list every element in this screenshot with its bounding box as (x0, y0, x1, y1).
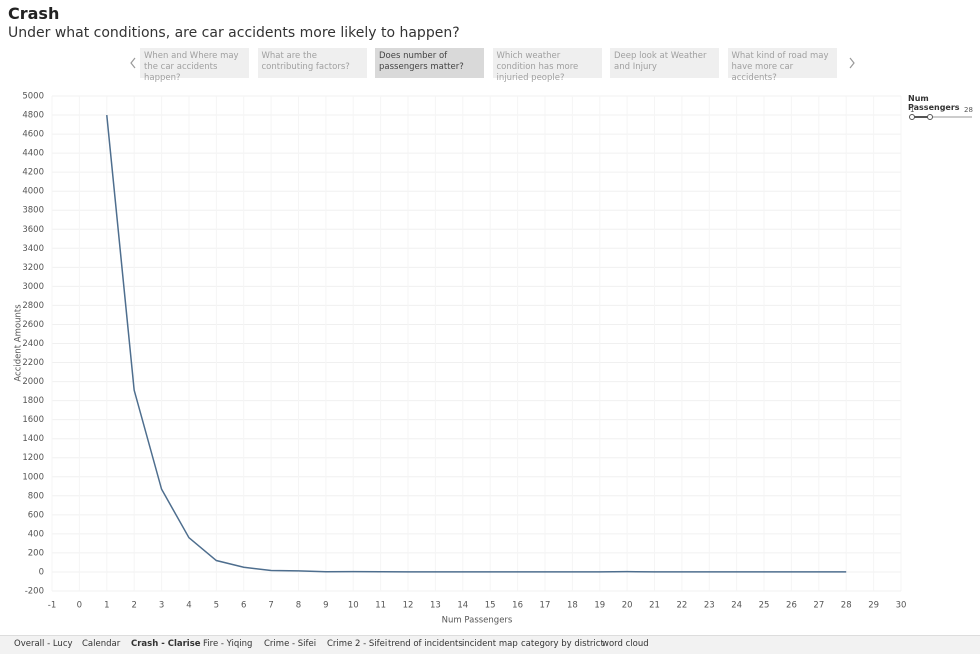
x-tick-label: 15 (485, 601, 496, 611)
filter-min: 1 (910, 106, 915, 114)
y-tick-label: 4800 (22, 111, 44, 121)
y-tick-label: 600 (28, 510, 44, 520)
x-tick-label: 1 (104, 601, 109, 611)
x-tick-label: 2 (131, 601, 136, 611)
story-point[interactable]: What kind of road may have more car acci… (727, 48, 837, 83)
y-tick-label: 1000 (22, 472, 44, 482)
x-tick-label: 9 (323, 601, 328, 611)
y-tick-label: 4000 (22, 187, 44, 197)
filter-title: Num Passengers (908, 94, 960, 112)
x-tick-label: 17 (540, 601, 551, 611)
chart: -200020040060080010001200140016001800200… (14, 92, 907, 626)
x-tick-label: 28 (841, 601, 852, 611)
line (106, 114, 847, 573)
y-tick-label: 2200 (22, 358, 44, 368)
y-tick-label: 3400 (22, 244, 44, 254)
sheet-tab[interactable]: Crash - Clarise (131, 639, 201, 649)
x-tick-label: 0 (77, 601, 82, 611)
y-tick-label: 2400 (22, 339, 44, 349)
subtitle: Under what conditions, are car accidents… (8, 25, 460, 41)
sheet-tab[interactable]: category by district (521, 639, 604, 649)
x-tick-label: 22 (676, 601, 687, 611)
story-point[interactable]: Deep look at Weather and Injury (610, 48, 719, 78)
x-tick-label: 7 (268, 601, 273, 611)
y-tick-label: 1200 (22, 453, 44, 463)
y-tick-label: 400 (28, 529, 44, 539)
x-tick-label: 21 (649, 601, 660, 611)
story-point[interactable]: Which weather condition has more injurie… (492, 48, 602, 83)
filter-max: 28 (964, 106, 973, 114)
sheet-tab[interactable]: Calendar (82, 639, 121, 649)
prev-arrow[interactable] (130, 57, 136, 69)
x-tick-label: 10 (348, 601, 359, 611)
y-tick-label: 2800 (22, 301, 44, 311)
x-tick-label: 18 (567, 601, 578, 611)
sheet-tab[interactable]: Crime - Sifei (264, 639, 317, 649)
sheet-tab[interactable]: Overall - Lucy (14, 639, 73, 649)
y-tick-label: 2600 (22, 320, 44, 330)
x-tick-label: 19 (594, 601, 605, 611)
y-axis-title: Accident Amounts (14, 304, 24, 382)
x-tick-label: 11 (375, 601, 386, 611)
x-tick-label: 13 (430, 601, 441, 611)
y-tick-label: 3600 (22, 225, 44, 235)
y-tick-label: 800 (28, 491, 44, 501)
y-tick-label: 1400 (22, 434, 44, 444)
y-tick-label: -200 (25, 587, 44, 597)
title: Crash (8, 4, 60, 23)
x-tick-label: 4 (186, 601, 191, 611)
x-tick-label: 5 (214, 601, 219, 611)
x-tick-label: 8 (296, 601, 301, 611)
sheet-tab[interactable]: word cloud (602, 639, 649, 649)
y-tick-label: 4200 (22, 168, 44, 178)
x-tick-label: 12 (403, 601, 414, 611)
x-tick-label: 30 (896, 601, 907, 611)
x-tick-label: 14 (457, 601, 468, 611)
x-tick-label: 27 (813, 601, 824, 611)
x-tick-label: 23 (704, 601, 715, 611)
story-point[interactable]: Does number of passengers matter? (375, 48, 484, 78)
sheet-tab[interactable]: Fire - Yiqing (203, 639, 253, 649)
sheet-tab[interactable]: trend of incidents (388, 639, 463, 649)
x-tick-label: 26 (786, 601, 797, 611)
x-tick-label: 3 (159, 601, 164, 611)
y-tick-label: 0 (39, 567, 44, 577)
story-point[interactable]: When and Where may the car accidents hap… (140, 48, 249, 83)
y-tick-label: 200 (28, 548, 44, 558)
y-tick-label: 1600 (22, 415, 44, 425)
y-tick-label: 4400 (22, 149, 44, 159)
x-axis-title: Num Passengers (442, 616, 513, 626)
next-arrow[interactable] (849, 57, 855, 69)
y-tick-label: 3800 (22, 206, 44, 216)
x-tick-label: 25 (759, 601, 770, 611)
x-tick-label: 16 (512, 601, 523, 611)
x-tick-label: 6 (241, 601, 246, 611)
x-tick-label: 20 (622, 601, 633, 611)
range-slider[interactable] (906, 112, 976, 122)
sheet-tab[interactable]: incident map (462, 639, 518, 649)
y-tick-label: 2000 (22, 377, 44, 387)
story-point[interactable]: What are the contributing factors? (257, 48, 367, 78)
x-tick-label: -1 (48, 601, 56, 611)
y-tick-label: 5000 (22, 92, 44, 102)
y-tick-label: 4600 (22, 130, 44, 140)
tab-bar (0, 635, 980, 654)
sheet-tab[interactable]: Crime 2 - Sifei (327, 639, 388, 649)
y-tick-label: 3000 (22, 282, 44, 292)
x-tick-label: 29 (868, 601, 879, 611)
y-tick-label: 1800 (22, 396, 44, 406)
y-tick-label: 3200 (22, 263, 44, 273)
x-tick-label: 24 (731, 601, 742, 611)
